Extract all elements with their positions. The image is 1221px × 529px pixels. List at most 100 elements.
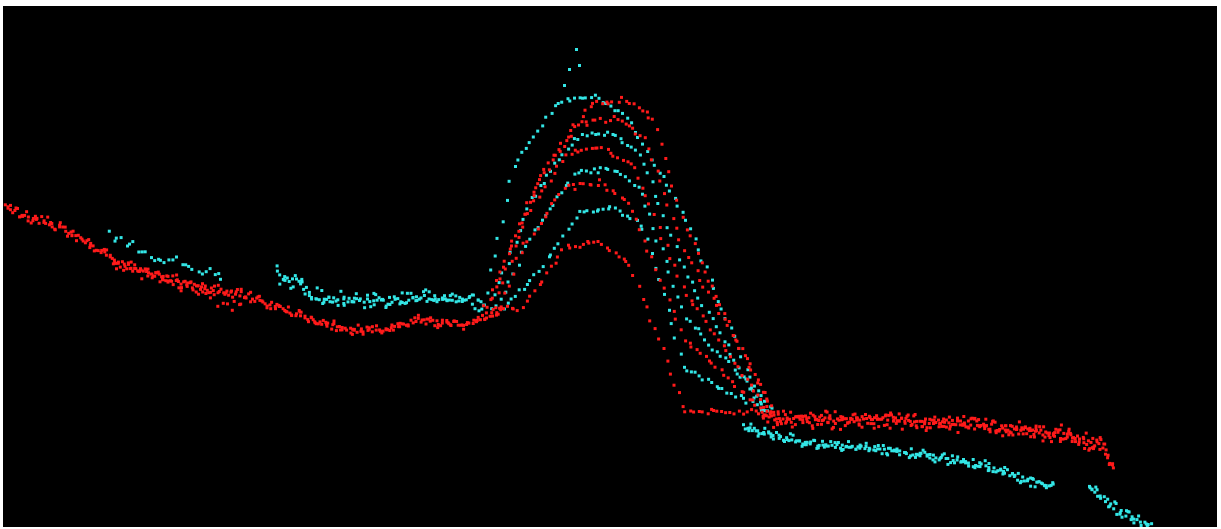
cloud-point — [685, 369, 689, 373]
cloud-point — [398, 302, 402, 306]
cloud-point — [1108, 504, 1112, 508]
cloud-point — [994, 431, 998, 435]
cloud-point — [355, 330, 359, 334]
cloud-point — [857, 423, 861, 427]
cloud-point — [534, 186, 538, 190]
cloud-point — [812, 438, 816, 442]
cloud-point — [742, 396, 745, 400]
cloud-point — [650, 117, 654, 121]
cloud-point — [892, 449, 896, 453]
cloud-point — [455, 320, 459, 323]
cloud-point — [959, 460, 963, 464]
cloud-point — [320, 289, 324, 292]
cloud-point — [143, 250, 147, 254]
cloud-point — [967, 464, 971, 468]
cloud-point — [129, 260, 133, 264]
cloud-point — [352, 327, 356, 331]
cloud-point — [1009, 424, 1012, 428]
cloud-point — [374, 293, 378, 297]
cloud-point — [1099, 438, 1103, 442]
cloud-point — [1040, 482, 1044, 486]
cloud-point — [396, 297, 400, 301]
cloud-point — [372, 291, 376, 295]
cloud-point — [232, 299, 236, 303]
cloud-point — [793, 423, 797, 427]
cloud-point — [759, 406, 763, 410]
cloud-point — [1091, 436, 1095, 440]
cloud-point — [804, 443, 808, 447]
cloud-point — [555, 164, 558, 168]
cloud-point — [257, 294, 261, 298]
cloud-point — [205, 288, 209, 292]
cloud-point — [973, 427, 977, 431]
cloud-point — [300, 277, 304, 281]
cloud-point — [746, 368, 750, 372]
cloud-point — [120, 260, 124, 264]
cloud-point — [1115, 512, 1119, 516]
cloud-point — [475, 318, 479, 322]
cloud-point — [506, 301, 510, 305]
cloud-point — [511, 307, 515, 311]
cloud-point — [580, 120, 584, 124]
cloud-point — [769, 432, 773, 436]
cloud-point — [622, 198, 626, 201]
cloud-point — [858, 418, 862, 422]
cloud-point — [666, 243, 670, 247]
cloud-point — [355, 297, 358, 301]
cloud-point — [217, 290, 221, 293]
cloud-point — [688, 234, 692, 238]
cloud-point — [923, 450, 927, 454]
cloud-point — [597, 96, 601, 100]
cloud-point — [564, 153, 568, 157]
cloud-point — [366, 297, 369, 301]
cloud-point — [13, 209, 17, 212]
cloud-point — [643, 194, 647, 198]
cloud-point — [166, 279, 170, 283]
cloud-point — [633, 132, 637, 136]
cloud-point — [740, 374, 744, 377]
cloud-point — [697, 251, 700, 255]
cloud-point — [1098, 494, 1102, 498]
cloud-point — [924, 429, 928, 432]
cloud-point — [756, 393, 760, 397]
cloud-point — [687, 256, 691, 259]
cloud-point — [67, 231, 71, 235]
cloud-point — [1077, 440, 1081, 444]
cloud-point — [759, 400, 763, 404]
cloud-point — [1037, 480, 1041, 484]
cloud-point — [58, 221, 62, 225]
cloud-point — [440, 321, 444, 325]
cloud-point — [956, 419, 959, 423]
cloud-point — [200, 272, 204, 276]
cloud-point — [541, 265, 545, 269]
cloud-point — [747, 429, 751, 433]
cloud-point — [685, 317, 689, 321]
cloud-point — [150, 276, 154, 280]
cloud-point — [627, 201, 631, 205]
cloud-point — [407, 298, 411, 302]
cloud-point — [537, 269, 541, 273]
cloud-point — [895, 449, 899, 453]
cloud-point — [499, 297, 503, 301]
cloud-point — [670, 184, 673, 188]
cloud-point — [322, 297, 326, 301]
cloud-point — [672, 336, 676, 340]
cloud-point — [211, 289, 215, 293]
cloud-point — [779, 422, 783, 426]
cloud-point — [897, 412, 901, 416]
cloud-point — [1067, 429, 1071, 433]
cloud-point — [649, 158, 653, 162]
cloud-point — [718, 303, 721, 307]
cloud-point — [540, 189, 544, 193]
cloud-point — [751, 389, 755, 393]
cloud-point — [550, 111, 554, 115]
cloud-point — [666, 270, 670, 274]
cloud-point — [176, 280, 180, 283]
cloud-point — [647, 147, 651, 151]
cloud-point — [1068, 431, 1072, 435]
cloud-point — [601, 102, 605, 106]
cloud-point — [495, 279, 498, 282]
cloud-point — [748, 398, 752, 402]
cloud-point — [975, 419, 979, 423]
cloud-point — [923, 420, 927, 424]
